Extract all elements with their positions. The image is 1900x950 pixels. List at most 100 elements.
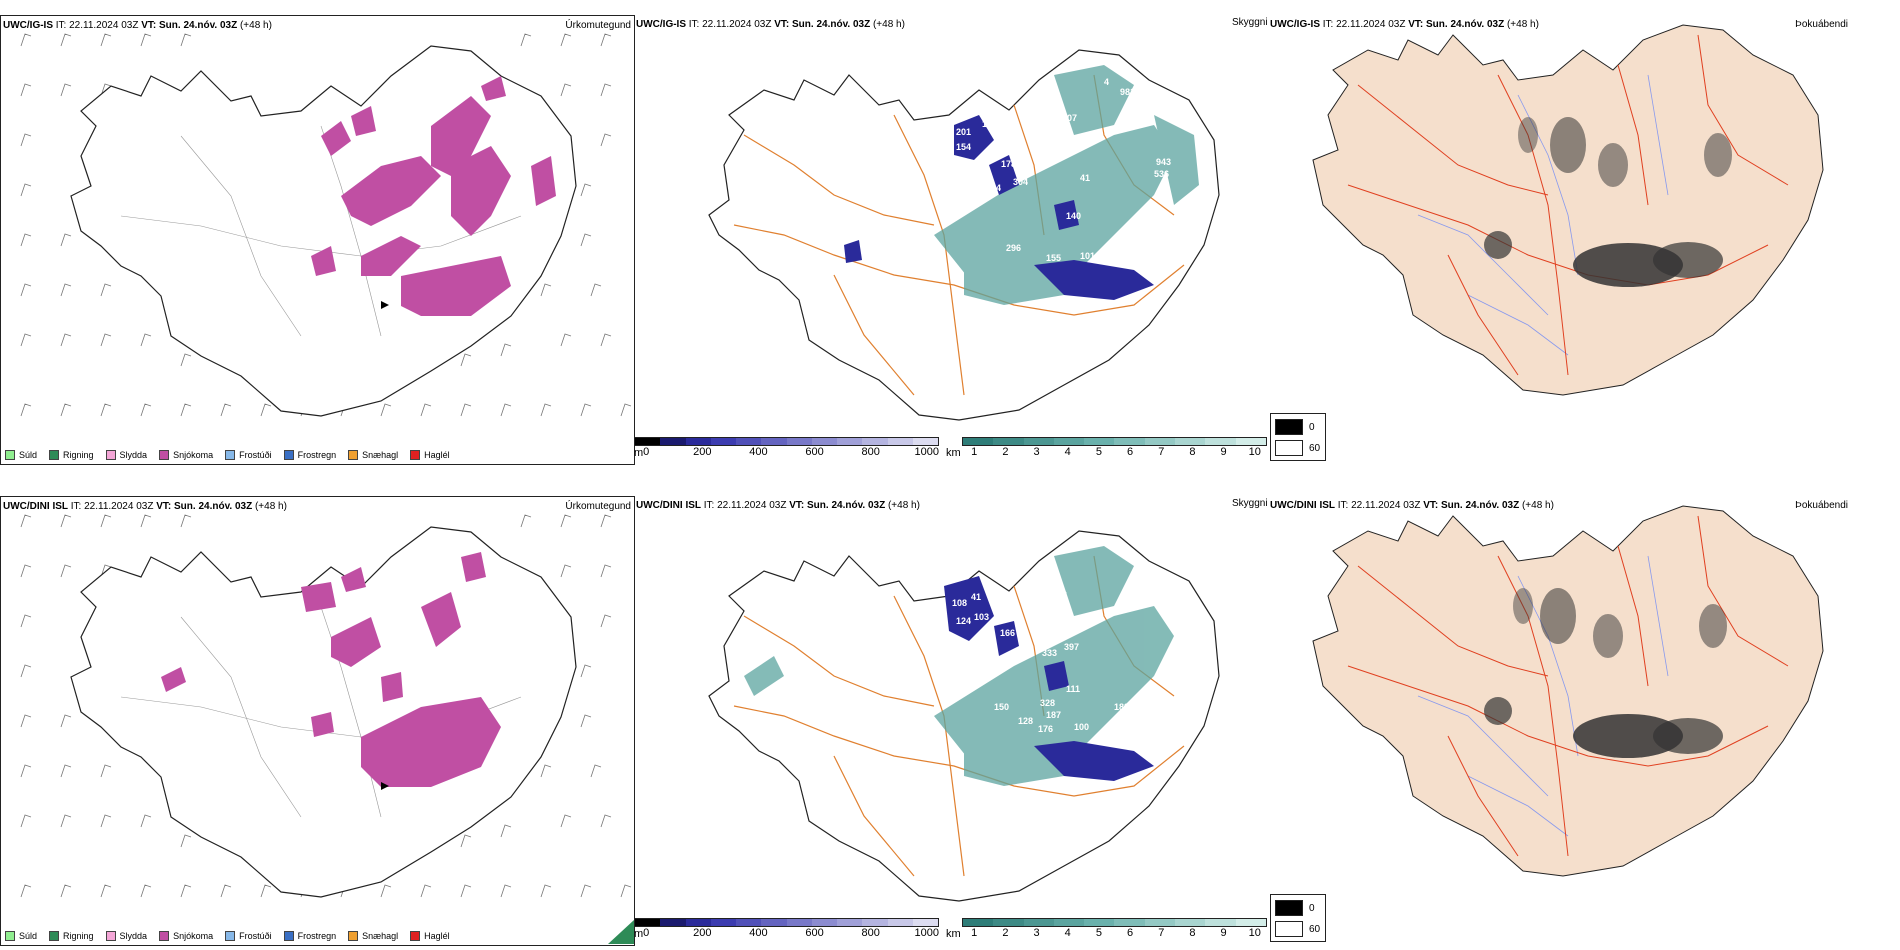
legend-label: Snæhagl (362, 450, 399, 460)
height-color-box (660, 919, 686, 926)
cloud-base-label: 128 (1018, 716, 1033, 726)
height-color-box (786, 438, 812, 445)
legend-swatch (283, 931, 294, 941)
cloud-base-label: 108 (978, 630, 993, 640)
vis-color-box (993, 919, 1024, 926)
corner-triangle (608, 920, 634, 944)
panel-title-fog-top: Þokuábendi (1795, 19, 1848, 30)
iceland-outline (70, 45, 577, 417)
fog-legend-bottom: 0 60 (1270, 894, 1326, 942)
cloud-base-label: 166 (1000, 628, 1015, 638)
cloud-base-label: 22 (994, 87, 1004, 97)
height-color-box (887, 919, 913, 926)
cloud-base-label: 148 (856, 223, 871, 233)
cloud-base-label: 943 (1156, 157, 1171, 167)
legend-item-0: Súld (5, 450, 37, 460)
legend-label: Slydda (119, 450, 148, 460)
vis-colorbar-ticks: 1 2 3 4 5 6 7 8 9 10 (962, 446, 1267, 460)
height-color-box (736, 919, 762, 926)
fog-areas (1484, 117, 1732, 287)
cloud-base-label: 4 (1104, 77, 1109, 87)
snow-areas (161, 552, 501, 787)
rivers (1417, 74, 1669, 356)
height-tick-label: 200 (693, 446, 712, 458)
vis-tick-label: 5 (1095, 927, 1102, 939)
legend-item-7: Haglél (410, 931, 450, 941)
height-tick-label: 800 (861, 446, 880, 458)
vis-tick-label: 2 (1002, 446, 1009, 458)
vis-tick-label: 1 (971, 927, 978, 939)
fog-swatch-white (1275, 921, 1303, 937)
legend-label: Snjókoma (173, 450, 214, 460)
fog-panel-bottom: UWC/DINI ISL IT: 22.11.2024 03Z VT: Sun.… (1268, 496, 1848, 944)
cloud-base-label: 201 (956, 127, 971, 137)
panel-title-cloud-top: Skyggni (1232, 17, 1268, 28)
height-colorbar-boxes (634, 918, 939, 927)
height-color-box (736, 438, 762, 445)
cloud-base-label: 154 (956, 142, 971, 152)
panel-title-fog-bottom: Þokuábendi (1795, 500, 1848, 511)
height-colorbar-ticks: 0 200 400 600 800 1000 (634, 446, 939, 460)
height-color-box (862, 919, 888, 926)
legend-swatch (410, 450, 421, 460)
vis-tick-label: 7 (1158, 446, 1165, 458)
height-color-box (837, 919, 863, 926)
vis-color-box (1084, 919, 1115, 926)
cloud-base-label: 187 (1046, 710, 1061, 720)
vis-colorbar-ticks: 1 2 3 4 5 6 7 8 9 10 (962, 927, 1267, 941)
cloud-base-label: 111 (1066, 684, 1080, 694)
fog-areas (1484, 588, 1727, 758)
vis-tick-label: 5 (1095, 446, 1102, 458)
fog-swatch-black (1275, 900, 1303, 916)
precip-map-top (20, 33, 632, 417)
legend-swatch (49, 931, 60, 941)
cloud-base-label: 124 (956, 616, 971, 626)
cloud-base-label: 140 (1066, 211, 1081, 221)
fog-panel-top: UWC/IG-IS IT: 22.11.2024 03Z VT: Sun. 24… (1268, 15, 1848, 463)
legend-swatch (225, 931, 236, 941)
panel-title-cloud-bottom: Skyggni (1232, 498, 1268, 509)
cloud-base-label: 237 (1106, 724, 1121, 734)
vis-color-box (1084, 438, 1115, 445)
cloud-base-label: 304 (1013, 177, 1028, 187)
legend-item-2: Slydda (105, 450, 148, 460)
legend-label: Haglél (424, 450, 450, 460)
cloud-base-label: 108 (952, 598, 967, 608)
precip-legend-bottom: Súld Rigning Slydda Snjókoma Frostúði Frostre… (5, 931, 462, 941)
vis-color-box (993, 438, 1024, 445)
height-color-box (635, 438, 661, 445)
iceland-outline (1312, 505, 1824, 877)
height-tick-label: 600 (805, 446, 824, 458)
height-color-box (660, 438, 686, 445)
vis-color-box (1023, 438, 1054, 445)
cloud-base-label: 105 (1139, 239, 1154, 249)
cloud-labels-top: 201 154 15 84 178 304 741 907 981 399 943 536 140 41 1… (856, 77, 1171, 265)
vis-color-box (1144, 438, 1176, 445)
height-color-box (811, 919, 837, 926)
fog-swatch-black (1275, 419, 1303, 435)
legend-label: Frostúði (239, 931, 272, 941)
cloud-base-label: 188 (1114, 702, 1129, 712)
iceland-outline (1312, 24, 1824, 396)
cloud-base-label: 176 (1038, 724, 1053, 734)
vis-tick-label: 4 (1064, 927, 1071, 939)
cloud-base-label: 101 (1080, 251, 1095, 261)
cloud-base-label: 109 (1134, 255, 1149, 265)
vis-tick-label: 1 (971, 446, 978, 458)
vis-color-box (1144, 919, 1176, 926)
legend-swatch (49, 450, 60, 460)
legend-label: Frostúði (239, 450, 272, 460)
legend-item-4: Frostúði (225, 450, 272, 460)
legend-swatch (105, 450, 116, 460)
cloud-base-areas (944, 576, 1154, 781)
cloud-base-label: 328 (1040, 698, 1055, 708)
vis-colorbar-top: 1 2 3 4 5 6 7 8 9 10 (962, 437, 1267, 460)
fog-map-top (1312, 24, 1824, 396)
legend-swatch (225, 450, 236, 460)
panel-title-precip-top: Úrkomutegund (565, 20, 631, 31)
height-color-box (685, 919, 711, 926)
cloud-base-label: 741 (1049, 99, 1064, 109)
fog-value-0: 0 (1309, 902, 1315, 914)
cloud-base-label: 150 (994, 702, 1009, 712)
cloud-base-label: 981 (1120, 87, 1135, 97)
